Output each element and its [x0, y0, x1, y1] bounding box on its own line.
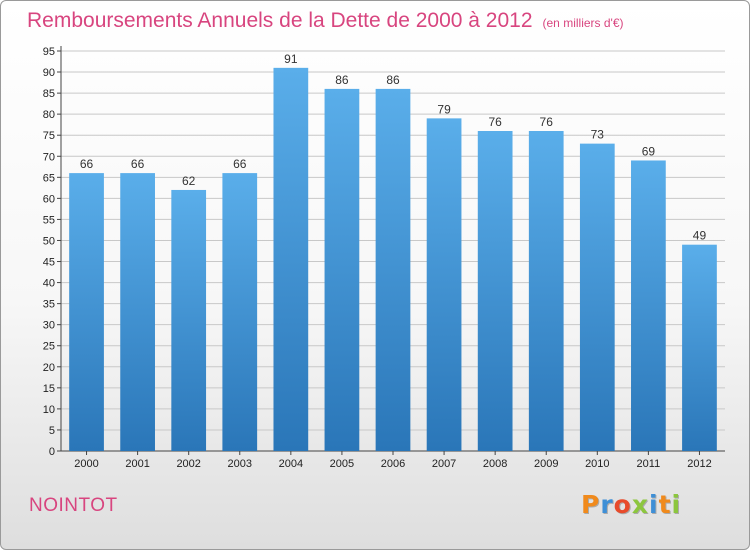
- chart-unit: (en milliers d'€): [542, 16, 624, 30]
- x-tick-labels: 2000 2001 2002 2003 2004 2005 2006 2007 2008 2009…: [74, 451, 712, 470]
- x-tick-label-2002: 2002: [176, 458, 200, 470]
- data-label-2002: 62: [182, 174, 196, 188]
- bar-2012: [682, 244, 717, 451]
- x-tick-label-2005: 2005: [330, 458, 354, 470]
- y-tick-label: 20: [43, 362, 55, 374]
- data-label-2004: 91: [284, 52, 298, 66]
- y-tick-label: 75: [43, 130, 55, 142]
- y-tick-label: 60: [43, 193, 55, 205]
- y-tick-label: 85: [43, 88, 55, 100]
- x-tick-label-2003: 2003: [228, 458, 252, 470]
- x-tick-label-2009: 2009: [534, 458, 558, 470]
- bar-2000: [69, 173, 104, 451]
- x-tick-label-2011: 2011: [637, 458, 661, 470]
- data-label-2005: 86: [335, 73, 349, 87]
- data-label-2007: 79: [437, 102, 451, 116]
- logo-letter: i: [671, 490, 682, 519]
- commune-name: NOINTOT: [29, 495, 118, 516]
- bar-2003: [222, 173, 258, 451]
- logo-letter: o: [613, 490, 632, 519]
- data-label-2006: 86: [386, 73, 400, 87]
- data-label-2012: 49: [693, 229, 707, 243]
- y-tick-label: 10: [43, 404, 55, 416]
- logo-letter: i: [649, 490, 659, 519]
- y-tick-label: 25: [43, 341, 55, 353]
- bar-2011: [631, 160, 666, 451]
- data-label-2000: 66: [80, 157, 94, 171]
- bar-2004: [273, 67, 309, 451]
- y-tick-label: 0: [49, 446, 55, 458]
- data-label-2001: 66: [131, 157, 145, 171]
- logo-letter: r: [600, 490, 614, 519]
- y-tick-label: 35: [43, 299, 55, 311]
- y-tick-label: 55: [43, 214, 55, 226]
- proxiti-logo: Proxiti: [581, 490, 681, 519]
- y-tick-label: 90: [43, 67, 55, 79]
- y-tick-label: 80: [43, 109, 55, 121]
- data-label-2009: 76: [540, 115, 554, 129]
- chart-title-text: Remboursements Annuels de la Dette de 20…: [27, 9, 533, 32]
- x-tick-label-2000: 2000: [74, 458, 98, 470]
- bar-2010: [579, 143, 615, 451]
- x-tick-label-2008: 2008: [483, 458, 507, 470]
- y-tick-labels: 0 5 10 15 20 25 30 35 40 45 50 55 60 65 70 75 80 85 90 95: [43, 46, 55, 458]
- x-tick-label-2004: 2004: [279, 458, 303, 470]
- x-tick-label-2012: 2012: [687, 458, 711, 470]
- y-tick-label: 95: [43, 46, 55, 58]
- bars: [69, 67, 717, 452]
- x-tick-label-2007: 2007: [432, 458, 456, 470]
- chart-title: Remboursements Annuels de la Dette de 20…: [27, 9, 624, 33]
- logo-letter: P: [581, 490, 601, 519]
- data-label-2011: 69: [642, 144, 656, 158]
- bar-2001: [120, 173, 155, 451]
- y-tick-label: 40: [43, 278, 55, 290]
- y-tick-label: 50: [43, 235, 55, 247]
- y-tick-label: 5: [49, 425, 55, 437]
- bar-2006: [375, 88, 411, 451]
- logo-letter: t: [658, 490, 672, 519]
- x-tick-label-2010: 2010: [585, 458, 609, 470]
- data-label-2003: 66: [233, 157, 247, 171]
- y-tick-label: 15: [43, 383, 55, 395]
- bar-2009: [528, 131, 564, 451]
- y-tick-label: 70: [43, 151, 55, 163]
- bar-2005: [324, 88, 360, 451]
- data-labels: 66 66 62 66 91 86 86 79 76 76 73 69 49: [80, 52, 707, 243]
- x-tick-label-2006: 2006: [381, 458, 405, 470]
- data-label-2008: 76: [488, 115, 502, 129]
- bar-2002: [171, 189, 207, 451]
- bar-2008: [477, 131, 513, 451]
- x-tick-label-2001: 2001: [125, 458, 149, 470]
- y-tick-label: 30: [43, 320, 55, 332]
- y-tick-label: 65: [43, 172, 55, 184]
- logo-letter: x: [631, 490, 649, 519]
- y-tick-label: 45: [43, 257, 55, 269]
- data-label-2010: 73: [591, 128, 605, 142]
- bar-2007: [426, 118, 462, 452]
